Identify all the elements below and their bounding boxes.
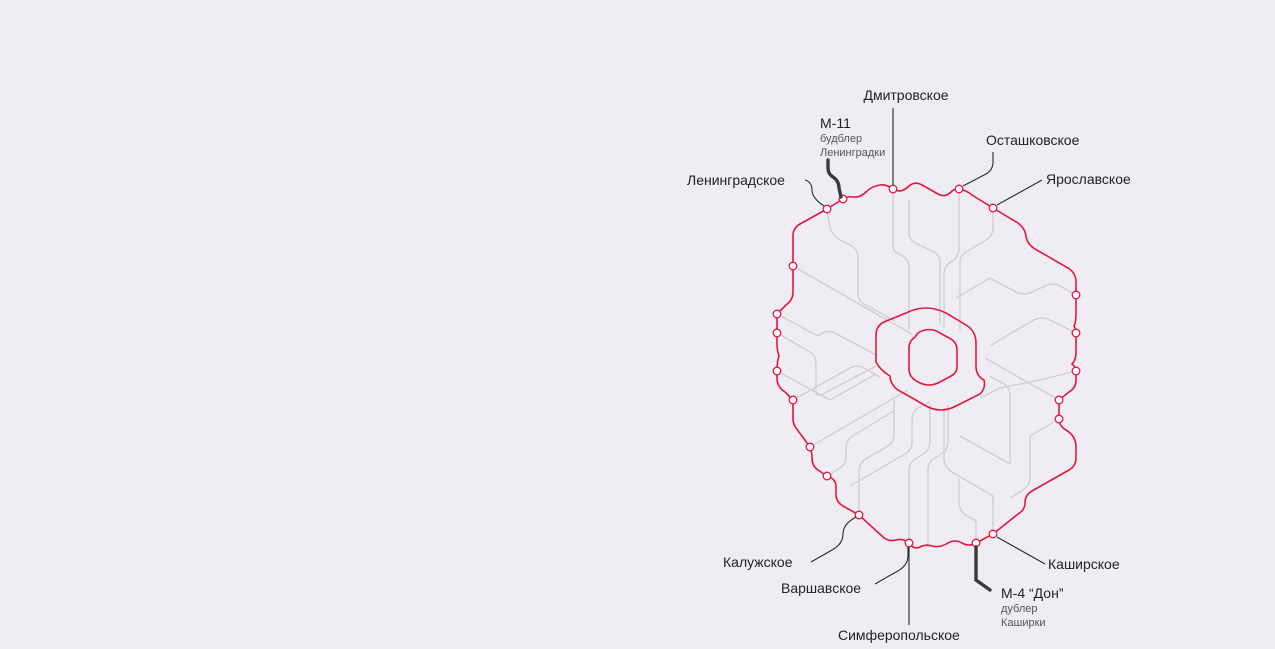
leader-kashirskoe — [996, 536, 1046, 565]
label-leningradskoe: Ленинградское — [687, 172, 785, 188]
leader-kaluzhskoe — [810, 516, 857, 563]
node-east-2 — [1071, 328, 1081, 338]
node-leningradskoe — [822, 204, 832, 214]
label-m11-sub1: будблер — [820, 133, 862, 145]
road-nw-grey — [826, 208, 896, 322]
node-ostashkovskoe — [954, 184, 964, 194]
road-s2-grey — [908, 404, 931, 543]
road-ne2-grey — [959, 208, 994, 330]
road-s-grey — [858, 400, 895, 515]
node-kaluzhskoe — [854, 510, 864, 520]
road-e2-grey — [989, 317, 1077, 347]
road-sw-grey — [792, 365, 881, 401]
m4-doubler-segment — [974, 545, 992, 592]
node-west-5 — [772, 328, 782, 338]
road-e-grey — [955, 277, 1077, 299]
leader-ostashkovskoe — [962, 152, 994, 187]
road-sw2-grey — [809, 389, 909, 448]
node-kashirskoe — [988, 529, 998, 539]
label-m11-sub2: Ленинградки — [820, 147, 885, 159]
label-ostashkovskoe: Осташковское — [986, 132, 1080, 148]
node-west-1 — [822, 471, 832, 481]
leader-leningradskoe — [804, 179, 825, 207]
leader-yaroslavskoe — [996, 179, 1043, 206]
road-se3-grey — [1009, 418, 1060, 499]
road-center-grey — [849, 401, 931, 487]
road-e4-grey — [984, 357, 1060, 401]
road-diag-grey — [959, 375, 1011, 466]
label-m4-sub2: Каширки — [1001, 617, 1046, 629]
m11-doubler-segment — [826, 158, 843, 199]
road-sw3-grey — [826, 409, 896, 477]
node-east-5 — [1054, 414, 1064, 424]
road-w-grey — [776, 313, 877, 356]
label-m11-title: М-11 — [820, 115, 851, 131]
label-kaluzhskoe: Калужское — [723, 554, 793, 570]
label-simferopolskoe: Симферопольское — [838, 627, 960, 643]
label-dmitrovskoe: Дмитровское — [863, 87, 948, 103]
road-north-grey — [892, 189, 910, 330]
node-west-2 — [805, 442, 815, 452]
node-east-4 — [1054, 395, 1064, 405]
leader-varshavskoe — [874, 547, 909, 585]
road-ne-grey — [943, 189, 960, 328]
inner-ring — [908, 328, 958, 386]
interchange-nodes — [772, 184, 1081, 548]
label-m4-title: М-4 “Дон” — [1001, 585, 1064, 601]
node-east-1 — [1071, 290, 1081, 300]
leader-lines — [804, 108, 1046, 625]
node-dmitrovskoe — [888, 184, 898, 194]
node-west-7 — [788, 261, 798, 271]
node-yaroslavskoe — [988, 203, 998, 213]
road-nw2-grey — [792, 265, 913, 335]
label-yaroslavskoe: Ярославское — [1046, 171, 1131, 187]
road-w2-grey — [776, 332, 877, 396]
node-west-6 — [772, 309, 782, 319]
road-north2-grey — [908, 200, 941, 324]
label-m4-sub1: дублер — [1001, 603, 1038, 615]
middle-ring — [875, 307, 986, 411]
outer-ring — [776, 182, 1077, 549]
minor-roads — [776, 189, 1077, 548]
label-kashirskoe: Каширское — [1048, 556, 1120, 572]
node-west-3 — [788, 395, 798, 405]
road-se2-grey — [943, 408, 994, 534]
label-varshavskoe: Варшавское — [781, 580, 861, 596]
node-simferopolskoe — [904, 538, 914, 548]
node-east-3 — [1071, 366, 1081, 376]
road-e3-grey — [979, 370, 1077, 399]
road-s3-grey — [927, 405, 949, 548]
road-w3-grey — [776, 370, 877, 401]
node-west-4 — [772, 366, 782, 376]
road-se-grey — [958, 478, 977, 543]
